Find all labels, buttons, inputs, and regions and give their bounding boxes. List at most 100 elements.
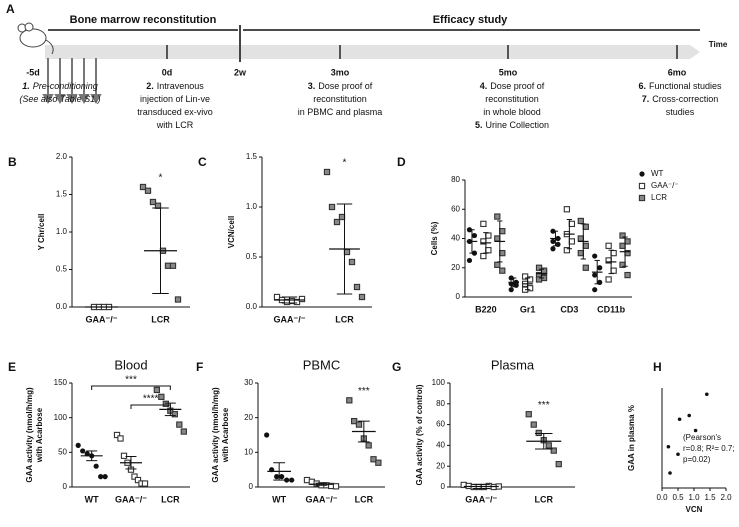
y-tick-label: 30	[244, 378, 253, 387]
panel-label: F	[196, 360, 203, 374]
data-point	[80, 448, 86, 454]
data-point	[535, 429, 542, 437]
data-point	[610, 267, 617, 274]
x-axis-label: VCN	[686, 505, 703, 514]
x-tick-label: CD11b	[597, 304, 626, 314]
data-point	[120, 452, 128, 459]
step-text-line: studies	[666, 107, 695, 117]
data-point	[550, 447, 557, 454]
data-point	[323, 168, 331, 176]
y-tick-label: 100	[432, 378, 446, 387]
y-tick-label: 0.5	[56, 265, 68, 274]
significance: *	[343, 158, 347, 169]
y-axis-label: GAA in plasma %	[627, 405, 636, 471]
data-point	[162, 400, 169, 407]
data-point	[610, 249, 617, 257]
data-point	[343, 248, 351, 256]
data-point	[328, 203, 336, 211]
y-tick-label: 1.0	[246, 202, 258, 211]
y-axis-label: GAA activity (nmol/h/mg)	[25, 387, 34, 483]
y-axis-label: with Acarbose	[221, 407, 230, 463]
y-tick-label: 1.5	[246, 152, 258, 161]
x-tick-label: LCR	[161, 494, 180, 504]
y-tick-label: 0	[249, 482, 254, 491]
data-point	[139, 183, 147, 191]
data-point	[355, 421, 363, 428]
data-point	[176, 421, 183, 428]
data-point	[550, 246, 556, 252]
x-tick-label: 2.0	[720, 493, 732, 502]
panel-label: B	[8, 155, 17, 169]
y-axis-label: GAA activity (nmol/h/mg)	[211, 387, 220, 483]
y-tick-label: 20	[451, 263, 460, 272]
data-point	[550, 238, 556, 245]
step-text-line: Dose proof of	[490, 81, 545, 91]
data-point	[332, 483, 340, 490]
significance: ***	[358, 386, 370, 397]
mouse-icon	[17, 22, 54, 55]
time-axis-label: Time	[709, 40, 728, 49]
data-point	[485, 247, 492, 254]
y-tick-label: 20	[436, 461, 445, 470]
data-point	[592, 287, 598, 293]
chart-title: Plasma	[491, 357, 535, 372]
y-tick-label: 0	[456, 292, 461, 301]
time-point-label: 5mo	[499, 67, 518, 77]
data-point	[582, 242, 589, 249]
step-number: 3.	[308, 81, 316, 91]
step-text-line: with LCR	[156, 120, 194, 130]
x-tick-label: GAA⁻/⁻	[465, 494, 497, 504]
step-text: injection of Lin-ve	[140, 94, 210, 104]
significance-bracket	[91, 385, 171, 390]
data-point	[677, 417, 682, 422]
data-point	[174, 296, 182, 303]
step-text-line: Cross-correction	[652, 94, 718, 104]
significance: *	[159, 173, 163, 184]
time-arrow	[45, 45, 700, 59]
y-tick-label: 60	[436, 420, 445, 429]
data-point	[687, 413, 691, 418]
x-tick-label: GAA⁻/⁻	[273, 314, 305, 324]
data-point	[113, 431, 121, 439]
data-point	[480, 220, 487, 228]
panel-label: E	[8, 360, 16, 374]
data-point	[351, 417, 358, 425]
data-point	[348, 258, 356, 266]
step-text-line: in PBMC and plasma	[298, 107, 383, 117]
data-point	[131, 473, 138, 480]
step-text: (See also Table S1.)	[19, 94, 100, 104]
data-point	[171, 411, 178, 418]
step-number: 1.	[22, 81, 30, 91]
x-tick-label: 1.5	[704, 493, 716, 502]
data-point	[358, 293, 366, 301]
y-axis-label: with Acarbose	[35, 407, 44, 463]
data-point	[117, 435, 124, 442]
data-point	[592, 272, 598, 278]
data-point	[274, 474, 280, 480]
panel-label: D	[397, 155, 406, 169]
data-point	[592, 253, 598, 259]
data-point	[471, 232, 478, 239]
step-text-line: transduced ex-vivo	[137, 107, 213, 117]
y-tick-label: 100	[54, 413, 68, 422]
step-text: reconstitution	[313, 94, 367, 104]
significance: ***	[538, 400, 550, 411]
step-text-line: Dose proof of	[318, 81, 373, 91]
phase-label: Efficacy study	[433, 14, 508, 26]
data-point	[597, 265, 603, 271]
legend-marker	[638, 194, 646, 202]
phase-label: Bone marrow reconstitution	[70, 14, 217, 26]
data-point	[499, 228, 506, 235]
conditioning-arrows	[42, 58, 102, 105]
step-text: 3. Dose proof of	[308, 81, 373, 91]
data-point	[289, 477, 295, 483]
data-point	[577, 235, 584, 242]
data-point	[158, 393, 165, 401]
data-point	[494, 213, 501, 220]
data-point	[375, 459, 382, 466]
step-text: studies	[666, 107, 695, 117]
y-tick-label: 50	[58, 447, 67, 456]
x-tick-label: LCR	[335, 314, 354, 324]
step-text-line: in whole blood	[483, 107, 541, 117]
data-point	[494, 235, 501, 242]
